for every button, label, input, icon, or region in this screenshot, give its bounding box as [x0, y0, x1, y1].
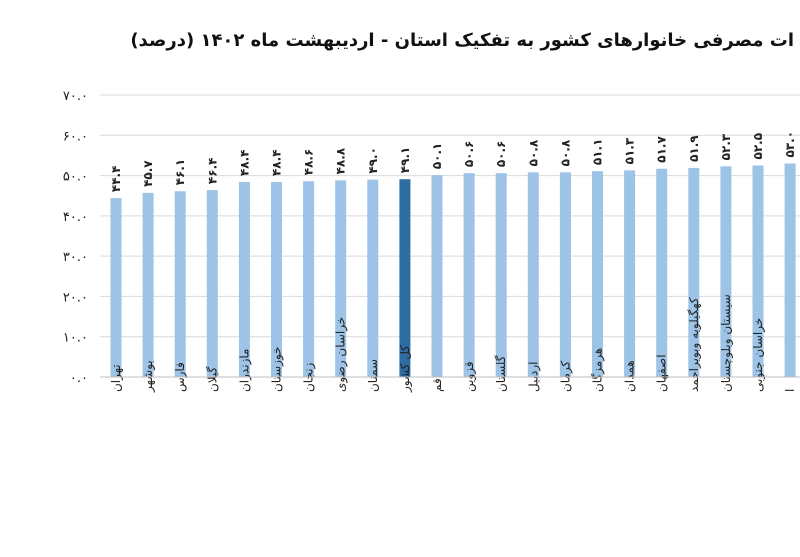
category-label: گیلان [205, 366, 219, 392]
bar [238, 182, 250, 377]
y-tick-label: ۷۰.۰ [63, 89, 88, 104]
category-label: ا [783, 389, 797, 392]
data-label: ۵۳.۰ [783, 131, 797, 158]
data-label: ۵۱.۳ [623, 137, 637, 164]
y-tick-label: ۴۰.۰ [63, 210, 88, 225]
y-tick-label: ۰.۰ [70, 371, 88, 386]
chart-title: ات مصرفی خانوارهای کشور به تفکیک استان -… [130, 30, 794, 51]
data-label: ۴۶.۴ [205, 158, 219, 185]
y-tick-label: ۳۰.۰ [63, 250, 88, 265]
bar [431, 175, 443, 377]
data-label: ۴۴.۴ [109, 166, 123, 193]
category-label: هرمزگان [591, 348, 606, 392]
bar [303, 181, 315, 377]
data-label: ۵۰.۶ [494, 141, 508, 168]
category-label: کل کشور [398, 345, 413, 393]
category-label: خراسان جنوبی [751, 318, 766, 392]
y-tick-label: ۲۰.۰ [63, 290, 88, 305]
y-axis-ticks: ۰.۰ ۱۰.۰ ۲۰.۰ ۳۰.۰ ۴۰.۰ ۵۰.۰ ۶۰.۰ ۷۰.۰ [63, 89, 88, 386]
data-label: ۵۱.۷ [655, 136, 669, 163]
bar [559, 172, 571, 377]
bar [720, 166, 732, 377]
bar [399, 179, 411, 377]
bar [592, 171, 603, 377]
bar [688, 167, 700, 377]
category-label: همدان [623, 360, 637, 392]
data-label: ۴۶.۱ [173, 159, 187, 186]
data-label: ۵۰.۱ [430, 143, 444, 170]
bar [174, 191, 186, 377]
category-label: کرمان [558, 360, 573, 392]
category-label: مازندران [237, 349, 252, 392]
data-label: ۴۸.۸ [334, 147, 348, 174]
category-label: خراسان رضوی [334, 317, 349, 392]
bar [624, 170, 636, 377]
data-label: ۴۸.۶ [302, 149, 316, 176]
bar [271, 182, 282, 377]
bars [110, 163, 796, 377]
data-labels: ۴۴.۴ ۴۵.۷ ۴۶.۱ ۴۶.۴ ۴۸.۴ ۴۸.۴ ۴۸.۶ ۴۸.۸ ۴۹.۰ ۴۹.۱… [109, 131, 797, 192]
category-label: کهگیلویه وبویراحمد [687, 297, 702, 392]
bar [206, 190, 218, 377]
bar [367, 179, 379, 377]
data-label: ۵۰.۶ [462, 141, 476, 168]
category-label: گلستان [494, 355, 508, 392]
y-tick-label: ۱۰.۰ [63, 331, 88, 346]
data-label: ۴۸.۴ [270, 149, 284, 176]
bar [784, 163, 796, 377]
y-tick-label: ۵۰.۰ [63, 170, 88, 185]
category-label: تهران [109, 364, 124, 392]
bar [752, 165, 764, 377]
bar [527, 172, 539, 377]
bar [495, 173, 507, 377]
bar [142, 192, 154, 377]
bar [463, 173, 475, 377]
bar [335, 180, 347, 377]
data-label: ۴۵.۷ [141, 160, 155, 187]
category-label: سمنان [366, 359, 380, 392]
bar [110, 198, 122, 377]
bar [656, 168, 668, 377]
data-label: ۵۲.۳ [719, 133, 733, 160]
category-label: سیستان وبلوچستان [719, 294, 734, 392]
data-label: ۵۰.۸ [526, 139, 540, 166]
data-label: ۵۱.۱ [591, 139, 605, 166]
data-label: ۵۱.۹ [687, 135, 701, 162]
category-label: قم [430, 378, 444, 392]
category-label: اصفهان [655, 354, 669, 392]
data-label: ۵۰.۸ [558, 139, 572, 166]
data-label: ۵۲.۵ [751, 133, 765, 160]
category-label: خوزستان [270, 346, 285, 392]
data-label: ۴۸.۴ [237, 149, 251, 176]
data-label: ۴۹.۱ [398, 147, 412, 174]
data-label: ۴۹.۰ [366, 147, 380, 174]
y-tick-label: ۶۰.۰ [63, 129, 88, 144]
